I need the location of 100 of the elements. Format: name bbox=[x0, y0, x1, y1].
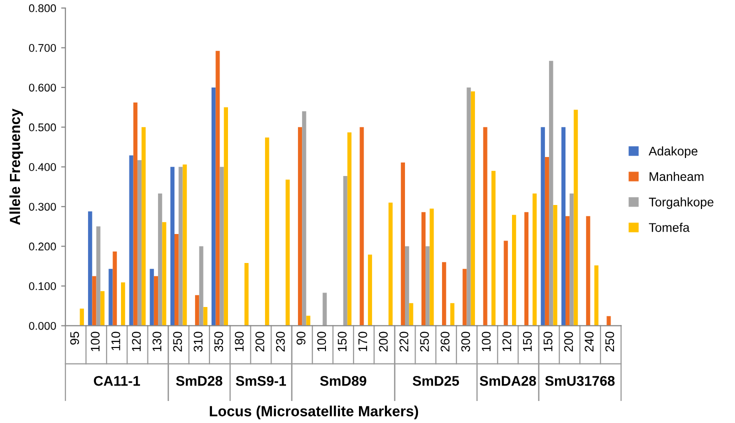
bar bbox=[347, 132, 352, 326]
bar bbox=[343, 176, 348, 326]
bar bbox=[566, 216, 570, 326]
x-axis-title: SmU31768 bbox=[545, 376, 615, 386]
bar bbox=[220, 166, 224, 326]
x-tick-label: 150 bbox=[544, 332, 552, 352]
bar bbox=[92, 276, 96, 326]
x-tick-label: 150 bbox=[522, 332, 532, 352]
bar bbox=[162, 222, 166, 326]
x-tick-label: 170 bbox=[358, 332, 368, 352]
bar bbox=[442, 262, 446, 326]
x-axis-title: SmS9-1 bbox=[236, 376, 286, 386]
legend-label: Tomefa bbox=[648, 222, 690, 232]
x-tick-label: 120 bbox=[502, 332, 512, 352]
bar bbox=[199, 246, 204, 326]
bar bbox=[491, 170, 496, 326]
x-tick-label: 300 bbox=[461, 332, 470, 352]
bar bbox=[483, 127, 488, 326]
x-tick-label: 120 bbox=[132, 332, 141, 352]
bar bbox=[129, 155, 134, 326]
bar bbox=[561, 127, 566, 326]
bar bbox=[466, 87, 471, 326]
y-tick-label: 0.500 bbox=[29, 123, 56, 132]
bar bbox=[549, 60, 554, 326]
bar bbox=[302, 111, 306, 326]
bar bbox=[137, 160, 142, 326]
x-tick-label: 220 bbox=[399, 332, 408, 352]
x-axis-title: SmD25 bbox=[412, 376, 460, 386]
x-tick-label: 230 bbox=[276, 332, 285, 352]
bar bbox=[80, 308, 84, 326]
bar bbox=[544, 156, 550, 326]
x-tick-label: 150 bbox=[338, 332, 347, 352]
bar bbox=[182, 164, 187, 326]
bar bbox=[100, 291, 105, 326]
bar bbox=[421, 212, 426, 326]
bar bbox=[170, 166, 174, 326]
x-tick-label: 100 bbox=[90, 332, 100, 352]
y-tick-label: 0.200 bbox=[29, 242, 56, 250]
bar bbox=[570, 193, 574, 326]
text: Locus (Microsatellite Markers) bbox=[210, 406, 418, 420]
x-tick-label: 250 bbox=[605, 332, 614, 352]
bar bbox=[606, 316, 611, 326]
bar bbox=[388, 202, 393, 326]
bar bbox=[470, 91, 475, 326]
x-tick-label: 100 bbox=[317, 332, 326, 352]
bar bbox=[142, 127, 146, 326]
bar bbox=[594, 265, 598, 326]
x-tick-label: 260 bbox=[440, 332, 450, 352]
bar bbox=[108, 268, 113, 326]
bar bbox=[322, 292, 327, 326]
bar bbox=[586, 216, 590, 326]
y-tick-label: 0.400 bbox=[29, 163, 56, 172]
bar bbox=[203, 307, 208, 326]
bar bbox=[532, 193, 537, 326]
bar bbox=[150, 268, 154, 326]
x-tick-label: 200 bbox=[255, 332, 264, 352]
x-tick-label: 95 bbox=[70, 332, 80, 345]
y-tick-label: 0.300 bbox=[29, 202, 56, 211]
y-axis-title: Allele Frequency bbox=[9, 108, 24, 225]
y-tick-label: 0.600 bbox=[29, 84, 56, 92]
bar bbox=[224, 107, 228, 326]
bar bbox=[120, 282, 126, 326]
legend-label: Manheam bbox=[650, 172, 704, 182]
x-tick-label: 100 bbox=[482, 332, 491, 352]
bar bbox=[409, 303, 414, 326]
bar bbox=[512, 214, 516, 326]
x-axis-title: SmDA28 bbox=[480, 376, 536, 386]
x-tick-label: 110 bbox=[111, 332, 120, 350]
bar bbox=[540, 127, 545, 326]
x-tick-label: 240 bbox=[584, 332, 594, 352]
bar bbox=[574, 110, 578, 326]
bar bbox=[450, 303, 454, 326]
x-tick-label: 200 bbox=[378, 332, 388, 352]
bar bbox=[368, 254, 372, 326]
x-tick-label: 180 bbox=[234, 332, 244, 352]
y-tick-label: 0.800 bbox=[29, 4, 56, 12]
bar bbox=[96, 226, 100, 326]
x-tick-label: 90 bbox=[296, 332, 306, 345]
bar bbox=[524, 212, 528, 326]
x-tick-label: 250 bbox=[420, 332, 429, 352]
bar bbox=[212, 87, 216, 326]
bar bbox=[158, 193, 162, 326]
bar bbox=[400, 162, 405, 326]
bar bbox=[426, 246, 430, 326]
bar bbox=[133, 102, 138, 326]
x-axis-title: CA11-1 bbox=[94, 376, 140, 386]
x-axis-title: SmD28 bbox=[176, 376, 222, 386]
y-tick-label: 0.100 bbox=[29, 282, 56, 290]
bar bbox=[462, 268, 467, 326]
bar bbox=[88, 211, 92, 326]
bar bbox=[504, 240, 508, 326]
bar bbox=[112, 251, 117, 326]
y-tick-label: 0.000 bbox=[29, 322, 56, 330]
bar bbox=[430, 208, 434, 326]
y-tick-label: 0.700 bbox=[29, 44, 56, 52]
x-tick-label: 200 bbox=[564, 332, 573, 352]
bar bbox=[174, 234, 179, 326]
legend-label: Torgahkope bbox=[648, 197, 714, 209]
bar bbox=[306, 316, 310, 326]
bar bbox=[360, 127, 364, 326]
